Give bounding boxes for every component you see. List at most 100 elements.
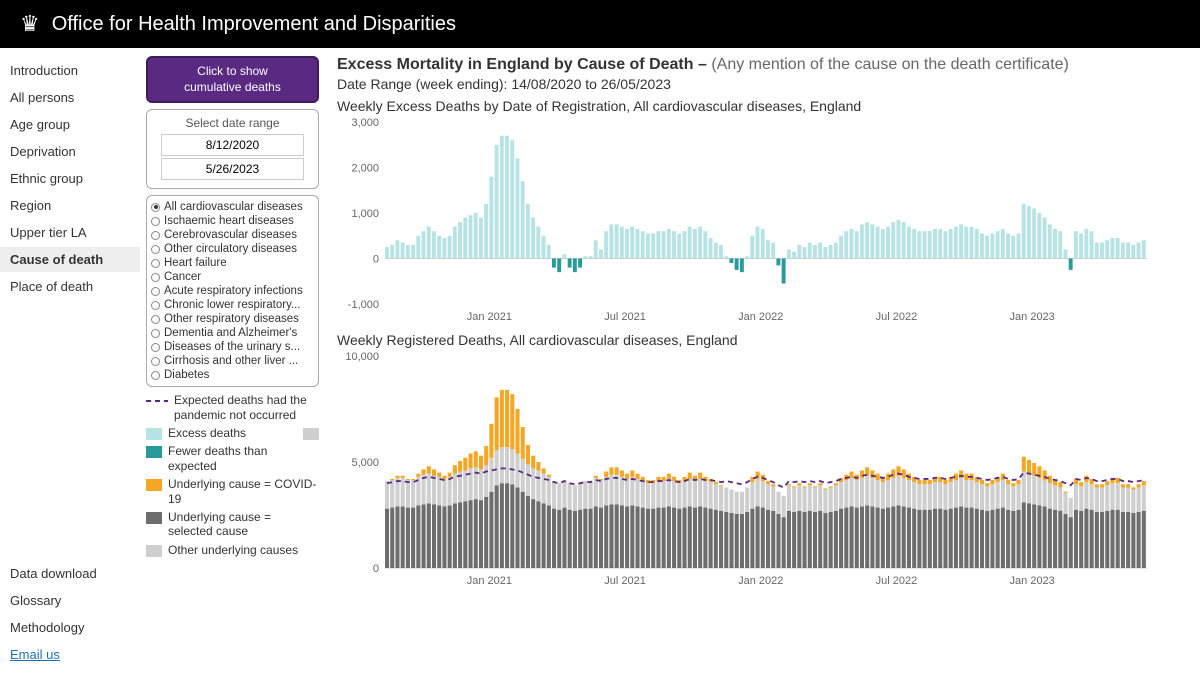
charts-area: Excess Mortality in England by Cause of … [325,48,1200,677]
cause-option[interactable]: Chronic lower respiratory... [149,298,316,312]
date-range-box: Select date range [146,109,319,189]
excess-deaths-chart: -1,000 0 1,000 2,000 3,000 Jan 2021 Jul 2021 Ja… [337,116,1157,326]
legend-other: Other underlying causes [168,543,319,557]
toggle-line2: cumulative deaths [184,80,281,94]
cause-label: Ischaemic heart diseases [164,214,294,228]
cause-option[interactable]: Diseases of the urinary s... [149,340,316,354]
svg-text:Jan 2021: Jan 2021 [467,575,512,587]
radio-icon [151,357,160,366]
cause-label: Chronic lower respiratory... [164,298,301,312]
nav-item-cause-of-death[interactable]: Cause of death [0,247,140,272]
nav-item-introduction[interactable]: Introduction [0,58,140,83]
svg-text:0: 0 [373,563,379,575]
chart2-heading: Weekly Registered Deaths, All cardiovasc… [337,332,1188,348]
radio-icon [151,371,160,380]
nav-item-deprivation[interactable]: Deprivation [0,139,140,164]
legend-fewer: Fewer deaths than expected [168,444,319,473]
side-nav: IntroductionAll personsAge groupDeprivat… [0,48,140,677]
svg-text:Jan 2022: Jan 2022 [738,575,783,587]
radio-icon [151,343,160,352]
registered-deaths-chart: 0 5,000 10,000 Jan 2021 Jul 2021 Jan 2022 Jul … [337,350,1157,590]
cumulative-toggle-button[interactable]: Click to show cumulative deaths [146,56,319,103]
svg-text:Jan 2021: Jan 2021 [467,311,512,323]
radio-icon [151,301,160,310]
expected-line-swatch [146,395,168,407]
legend-excess: Excess deaths [168,426,297,440]
cause-label: Other respiratory diseases [164,312,299,326]
svg-text:Jul 2022: Jul 2022 [876,575,918,587]
cause-option[interactable]: Cerebrovascular diseases [149,228,316,242]
radio-icon [151,231,160,240]
cause-option[interactable]: Other circulatory diseases [149,242,316,256]
header-title: Office for Health Improvement and Dispar… [52,13,456,36]
cause-label: Dementia and Alzheimer's [164,326,297,340]
excess-swatch [146,428,162,440]
email-us-link[interactable]: Email us [0,642,140,667]
svg-text:Jul 2021: Jul 2021 [604,311,646,323]
cause-label: Heart failure [164,256,227,270]
title-light: (Any mention of the cause on the death c… [711,56,1069,73]
svg-text:10,000: 10,000 [345,351,379,363]
svg-text:Jan 2023: Jan 2023 [1010,311,1055,323]
svg-text:3,000: 3,000 [351,117,379,129]
svg-text:Jul 2021: Jul 2021 [604,575,646,587]
nav-item-region[interactable]: Region [0,193,140,218]
title-bold: Excess Mortality in England by Cause of … [337,56,711,73]
selected-swatch [146,512,162,524]
svg-text:Jan 2023: Jan 2023 [1010,575,1055,587]
cause-label: Cirrhosis and other liver ... [164,354,298,368]
svg-text:Jan 2022: Jan 2022 [738,311,783,323]
date-start-input[interactable] [161,134,304,156]
cause-label: Other circulatory diseases [164,242,297,256]
cause-option[interactable]: Dementia and Alzheimer's [149,326,316,340]
cause-label: Acute respiratory infections [164,284,303,298]
svg-text:-1,000: -1,000 [348,299,379,311]
cause-label: Diseases of the urinary s... [164,340,300,354]
nav-item-data-download[interactable]: Data download [0,561,140,586]
legend: Expected deaths had the pandemic not occ… [146,393,319,561]
nav-item-methodology[interactable]: Methodology [0,615,140,640]
svg-text:5,000: 5,000 [351,457,379,469]
svg-text:0: 0 [373,254,379,266]
nav-item-age-group[interactable]: Age group [0,112,140,137]
date-range-title: Select date range [153,116,312,130]
cause-option[interactable]: Cancer [149,270,316,284]
chart1-heading: Weekly Excess Deaths by Date of Registra… [337,98,1188,114]
cause-label: Cancer [164,270,201,284]
cause-option[interactable]: Ischaemic heart diseases [149,214,316,228]
nav-item-upper-tier-la[interactable]: Upper tier LA [0,220,140,245]
cause-option[interactable]: Other respiratory diseases [149,312,316,326]
toggle-line1: Click to show [197,64,268,78]
cause-option[interactable]: Cirrhosis and other liver ... [149,354,316,368]
cause-option[interactable]: Acute respiratory infections [149,284,316,298]
cause-label: All cardiovascular diseases [164,200,303,214]
app-header: ♛ Office for Health Improvement and Disp… [0,0,1200,48]
other-swatch [146,545,162,557]
crest-icon: ♛ [20,11,40,37]
page-title: Excess Mortality in England by Cause of … [337,56,1188,74]
legend-selected: Underlying cause = selected cause [168,510,319,539]
other-swatch-small [303,428,319,440]
nav-item-place-of-death[interactable]: Place of death [0,274,140,299]
radio-icon [151,329,160,338]
cause-option[interactable]: Diabetes [149,368,316,382]
radio-icon [151,203,160,212]
radio-icon [151,217,160,226]
nav-item-ethnic-group[interactable]: Ethnic group [0,166,140,191]
radio-icon [151,245,160,254]
svg-text:Jul 2022: Jul 2022 [876,311,918,323]
nav-item-glossary[interactable]: Glossary [0,588,140,613]
cause-radio-list[interactable]: All cardiovascular diseasesIschaemic hea… [146,195,319,387]
svg-text:2,000: 2,000 [351,163,379,175]
radio-icon [151,315,160,324]
date-end-input[interactable] [161,158,304,180]
svg-text:1,000: 1,000 [351,208,379,220]
date-range-subtitle: Date Range (week ending): 14/08/2020 to … [337,76,1188,92]
controls-panel: Click to show cumulative deaths Select d… [140,48,325,677]
cause-label: Diabetes [164,368,209,382]
nav-item-all-persons[interactable]: All persons [0,85,140,110]
radio-icon [151,273,160,282]
cause-label: Cerebrovascular diseases [164,228,297,242]
cause-option[interactable]: All cardiovascular diseases [149,200,316,214]
cause-option[interactable]: Heart failure [149,256,316,270]
